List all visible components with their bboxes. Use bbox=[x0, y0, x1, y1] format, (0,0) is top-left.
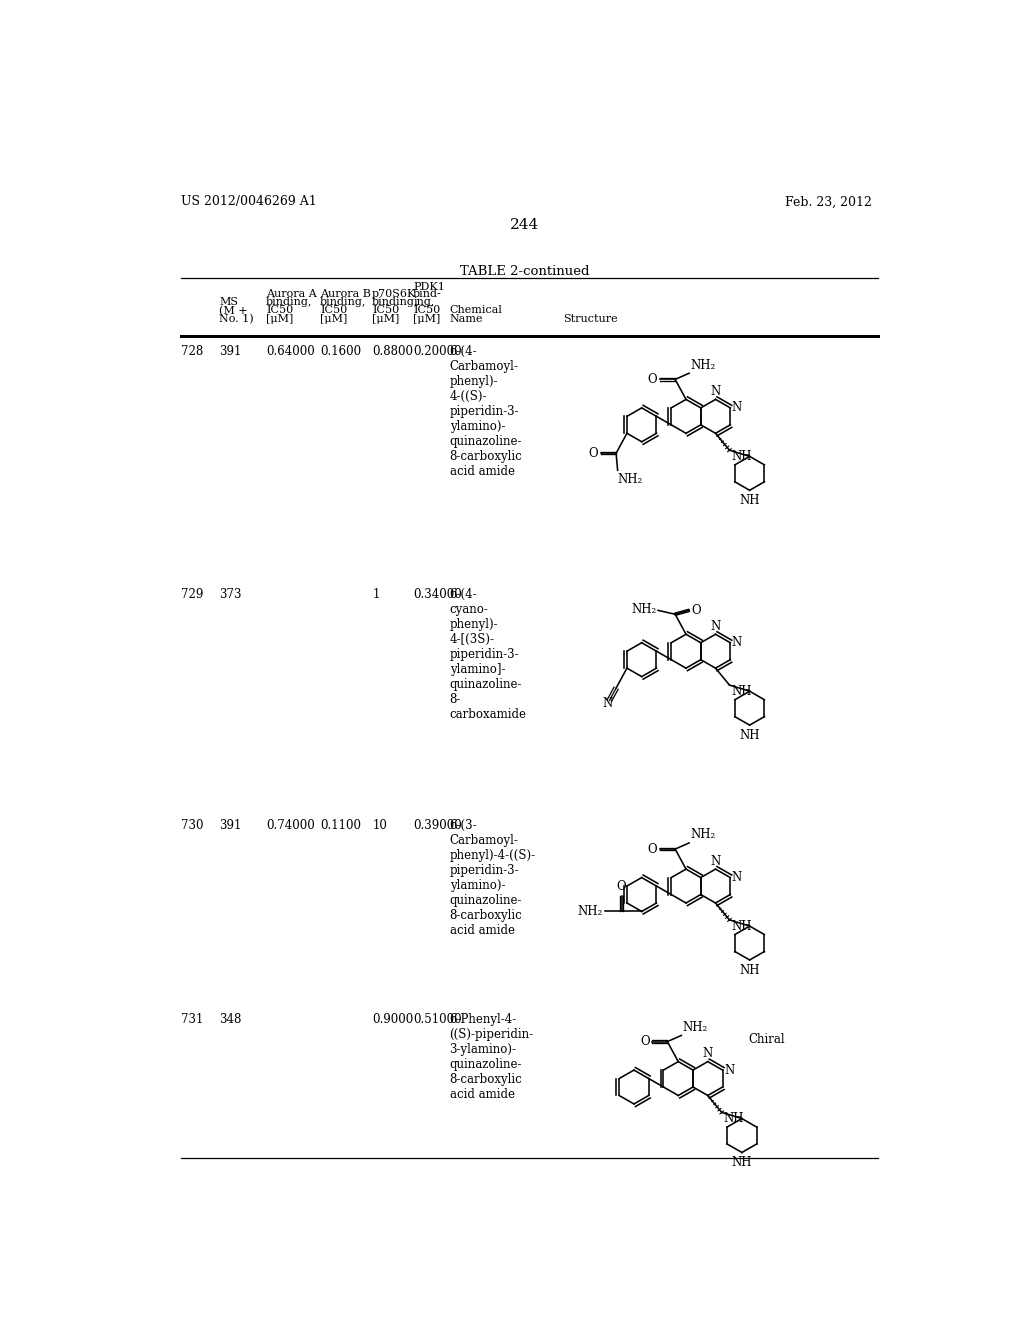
Text: bind-: bind- bbox=[414, 289, 442, 300]
Text: NH₂: NH₂ bbox=[578, 906, 603, 917]
Text: [μM]: [μM] bbox=[372, 314, 399, 323]
Text: 348: 348 bbox=[219, 1014, 242, 1026]
Text: 6-(4-
cyano-
phenyl)-
4-[(3S)-
piperidin-3-
ylamino]-
quinazoline-
8-
carboxamid: 6-(4- cyano- phenyl)- 4-[(3S)- piperidin… bbox=[450, 589, 526, 721]
Text: 0.74000: 0.74000 bbox=[266, 818, 314, 832]
Text: N: N bbox=[603, 697, 613, 710]
Text: N: N bbox=[711, 854, 721, 867]
Text: 729: 729 bbox=[180, 589, 203, 601]
Text: 244: 244 bbox=[510, 218, 540, 232]
Text: NH: NH bbox=[731, 1156, 753, 1170]
Text: 391: 391 bbox=[219, 818, 242, 832]
Text: N: N bbox=[732, 401, 742, 414]
Text: 373: 373 bbox=[219, 589, 242, 601]
Text: 0.34000: 0.34000 bbox=[414, 589, 462, 601]
Text: 391: 391 bbox=[219, 345, 242, 358]
Text: MS: MS bbox=[219, 297, 239, 308]
Text: NH₂: NH₂ bbox=[690, 829, 716, 841]
Text: Structure: Structure bbox=[563, 314, 618, 323]
Text: N: N bbox=[732, 871, 742, 884]
Text: ing,: ing, bbox=[414, 297, 434, 308]
Text: 0.20000: 0.20000 bbox=[414, 345, 462, 358]
Text: NH: NH bbox=[739, 964, 760, 977]
Text: 0.51000: 0.51000 bbox=[414, 1014, 462, 1026]
Text: IC50: IC50 bbox=[414, 305, 440, 315]
Text: No. 1): No. 1) bbox=[219, 314, 254, 325]
Text: p70S6K: p70S6K bbox=[372, 289, 417, 300]
Text: 10: 10 bbox=[372, 818, 387, 832]
Text: 0.8800: 0.8800 bbox=[372, 345, 413, 358]
Text: 730: 730 bbox=[180, 818, 203, 832]
Text: O: O bbox=[648, 372, 657, 385]
Text: 0.1600: 0.1600 bbox=[321, 345, 361, 358]
Text: 0.64000: 0.64000 bbox=[266, 345, 314, 358]
Text: N: N bbox=[724, 1064, 734, 1077]
Text: Chemical: Chemical bbox=[450, 305, 503, 315]
Text: 6-(4-
Carbamoyl-
phenyl)-
4-((S)-
piperidin-3-
ylamino)-
quinazoline-
8-carboxyl: 6-(4- Carbamoyl- phenyl)- 4-((S)- piperi… bbox=[450, 345, 522, 478]
Text: 728: 728 bbox=[180, 345, 203, 358]
Text: NH: NH bbox=[723, 1113, 743, 1126]
Text: [μM]: [μM] bbox=[266, 314, 293, 323]
Text: N: N bbox=[702, 1047, 713, 1060]
Text: O: O bbox=[589, 446, 598, 459]
Text: NH₂: NH₂ bbox=[690, 359, 716, 372]
Text: O: O bbox=[616, 880, 627, 892]
Text: PDK1: PDK1 bbox=[414, 282, 445, 292]
Text: IC50: IC50 bbox=[372, 305, 399, 315]
Text: 6-(3-
Carbamoyl-
phenyl)-4-((S)-
piperidin-3-
ylamino)-
quinazoline-
8-carboxyli: 6-(3- Carbamoyl- phenyl)-4-((S)- piperid… bbox=[450, 818, 536, 937]
Text: O: O bbox=[691, 603, 701, 616]
Text: N: N bbox=[711, 385, 721, 397]
Text: [μM]: [μM] bbox=[321, 314, 347, 323]
Text: 6-Phenyl-4-
((S)-piperidin-
3-ylamino)-
quinazoline-
8-carboxylic
acid amide: 6-Phenyl-4- ((S)-piperidin- 3-ylamino)- … bbox=[450, 1014, 534, 1101]
Text: Name: Name bbox=[450, 314, 483, 323]
Text: NH: NH bbox=[739, 494, 760, 507]
Text: NH₂: NH₂ bbox=[683, 1020, 709, 1034]
Text: binding,: binding, bbox=[372, 297, 419, 308]
Text: NH: NH bbox=[731, 920, 752, 933]
Text: O: O bbox=[648, 842, 657, 855]
Text: NH: NH bbox=[731, 450, 752, 463]
Text: NH: NH bbox=[739, 729, 760, 742]
Text: Chiral: Chiral bbox=[749, 1034, 784, 1047]
Text: 731: 731 bbox=[180, 1014, 203, 1026]
Text: (M +: (M + bbox=[219, 305, 248, 315]
Text: 0.1100: 0.1100 bbox=[321, 818, 361, 832]
Text: binding,: binding, bbox=[266, 297, 312, 308]
Text: Feb. 23, 2012: Feb. 23, 2012 bbox=[785, 195, 872, 209]
Text: TABLE 2-continued: TABLE 2-continued bbox=[460, 264, 590, 277]
Text: binding,: binding, bbox=[321, 297, 367, 308]
Text: N: N bbox=[732, 636, 742, 649]
Text: IC50: IC50 bbox=[321, 305, 347, 315]
Text: NH: NH bbox=[731, 685, 752, 698]
Text: O: O bbox=[640, 1035, 649, 1048]
Text: 1: 1 bbox=[372, 589, 380, 601]
Text: 0.39000: 0.39000 bbox=[414, 818, 462, 832]
Text: NH₂: NH₂ bbox=[617, 473, 643, 486]
Text: Aurora B: Aurora B bbox=[321, 289, 371, 300]
Text: N: N bbox=[711, 619, 721, 632]
Text: [μM]: [μM] bbox=[414, 314, 440, 323]
Text: 0.9000: 0.9000 bbox=[372, 1014, 414, 1026]
Text: US 2012/0046269 A1: US 2012/0046269 A1 bbox=[180, 195, 316, 209]
Text: IC50: IC50 bbox=[266, 305, 293, 315]
Text: NH₂: NH₂ bbox=[632, 603, 656, 616]
Text: Aurora A: Aurora A bbox=[266, 289, 316, 300]
